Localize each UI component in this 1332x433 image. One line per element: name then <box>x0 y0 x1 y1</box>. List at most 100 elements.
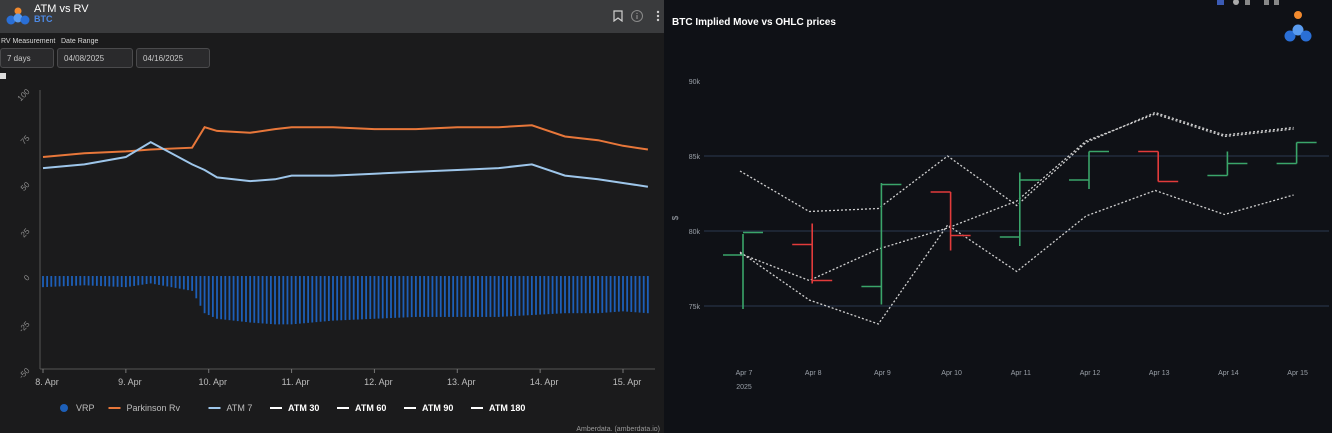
vrp-bar <box>133 276 136 286</box>
outer-band-line <box>739 113 1294 282</box>
vrp-bar <box>257 276 260 324</box>
vrp-bar <box>170 276 173 288</box>
y-tick-label: 25 <box>19 226 32 239</box>
vrp-bar <box>530 276 533 316</box>
toolbar-icons[interactable] <box>1214 0 1284 10</box>
vrp-bar <box>199 276 202 306</box>
vrp-bar <box>240 276 243 322</box>
y-tick-label: -25 <box>17 319 32 334</box>
vrp-bar <box>626 276 629 312</box>
vrp-bar <box>303 276 305 324</box>
vrp-bar <box>597 276 600 314</box>
vrp-bar <box>406 276 409 318</box>
vrp-bar <box>191 276 194 291</box>
vrp-bar <box>369 276 372 319</box>
y-tick-label: 75 <box>19 133 32 146</box>
vrp-bar <box>228 276 231 321</box>
legend-entry: ATM 90 <box>422 403 453 413</box>
legend-entry: ATM 7 <box>227 403 253 413</box>
vrp-bar <box>547 276 550 315</box>
y-tick-label: 100 <box>16 87 32 103</box>
vrp-bar <box>580 276 583 314</box>
vrp-bar <box>95 276 98 286</box>
vrp-bar <box>286 276 289 325</box>
vrp-bar <box>576 276 579 314</box>
rv-measurement-select[interactable]: 7 days <box>0 48 54 68</box>
vrp-bar <box>332 276 334 321</box>
vrp-bar <box>501 276 504 317</box>
vrp-bar <box>75 276 78 286</box>
more-menu-icon[interactable] <box>655 9 661 23</box>
panel-header: ATM vs RV BTC <box>0 0 664 33</box>
x-tick-label: 8. Apr <box>35 377 59 387</box>
x-tick-label: 10. Apr <box>198 377 227 387</box>
vrp-bar <box>50 276 53 287</box>
vrp-bar <box>315 276 318 323</box>
x-tick-label: Apr 14 <box>1218 370 1239 377</box>
legend-entry: ATM 30 <box>288 403 319 413</box>
x-tick-label: 15. Apr <box>613 377 642 387</box>
vrp-bar <box>141 276 144 285</box>
vrp-bar <box>178 276 181 289</box>
vrp-bar <box>108 276 111 287</box>
vrp-bar <box>294 276 297 324</box>
vrp-bar <box>79 276 82 286</box>
ohlc-chart: 90k 85k 80k 75k $ Apr 7 Apr 8 Apr 9 Apr 10 Apr 11… <box>671 79 1329 391</box>
vrp-bar <box>236 276 239 322</box>
vrp-bar <box>601 276 604 313</box>
end-date-input[interactable]: 04/16/2025 <box>136 48 210 68</box>
info-icon[interactable] <box>630 9 644 23</box>
vrp-bar <box>572 276 575 314</box>
upper-band-line <box>739 111 1294 213</box>
vrp-bar <box>91 276 94 286</box>
vrp-bar <box>390 276 392 319</box>
vrp-bar <box>307 276 310 323</box>
vrp-bar <box>153 276 156 285</box>
vrp-bar <box>203 276 206 314</box>
vrp-bar <box>539 276 542 315</box>
vrp-bar <box>568 276 571 314</box>
vrp-bar <box>245 276 247 323</box>
reset-zoom-handle[interactable] <box>0 73 6 79</box>
vrp-bar <box>588 276 591 314</box>
rv-measurement-label: RV Measurement <box>1 38 56 45</box>
vrp-bar <box>158 276 160 285</box>
vrp-bar <box>274 276 276 325</box>
bookmark-icon[interactable] <box>613 10 623 22</box>
vrp-bar <box>100 276 102 287</box>
vrp-bar <box>298 276 301 324</box>
vrp-bar <box>526 276 529 316</box>
legend-entry: ATM 60 <box>355 403 386 413</box>
vrp-bar <box>149 276 152 284</box>
vrp-bar <box>42 276 44 288</box>
vrp-bar <box>489 276 492 317</box>
vrp-bar <box>630 276 633 312</box>
vrp-bar <box>381 276 384 319</box>
vrp-bar <box>377 276 380 319</box>
amberdata-logo-icon <box>6 7 30 25</box>
x-tick-label: 12. Apr <box>364 377 393 387</box>
vrp-bar <box>282 276 285 325</box>
y-tick-label: 80k <box>689 229 701 236</box>
implied-move-panel: BTC Implied Move vs OHLC prices 90k 85k 80… <box>664 0 1332 433</box>
vrp-bar <box>622 276 624 312</box>
date-range-label: Date Range <box>61 38 99 45</box>
vrp-bar <box>439 276 442 317</box>
vrp-bar <box>394 276 397 318</box>
vrp-bar <box>311 276 314 323</box>
vrp-bar <box>551 276 554 314</box>
vrp-bar <box>162 276 165 286</box>
y-axis-label: $ <box>671 215 680 220</box>
vrp-bar <box>485 276 488 317</box>
vrp-bar <box>646 276 649 314</box>
start-date-input[interactable]: 04/08/2025 <box>57 48 133 68</box>
vrp-bar <box>518 276 521 316</box>
series-line-parkinson-rv <box>42 124 649 158</box>
vrp-bar <box>116 276 119 287</box>
vrp-bar <box>514 276 517 316</box>
vrp-bar <box>352 276 355 320</box>
vrp-bar <box>642 276 645 313</box>
legend-marker <box>60 404 68 412</box>
vrp-bar <box>87 276 90 286</box>
x-tick-label: Apr 12 <box>1080 370 1101 377</box>
